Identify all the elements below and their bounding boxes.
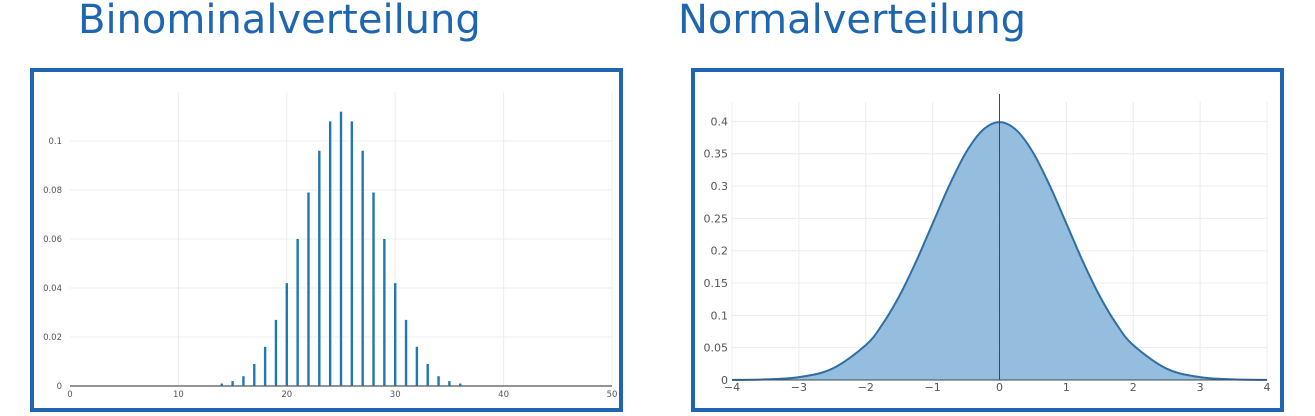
y-tick-label: 0.1: [48, 137, 62, 147]
y-tick-label: 0.35: [704, 148, 729, 161]
x-tick-label: 30: [390, 390, 401, 400]
x-tick-label: −1: [925, 381, 941, 394]
x-tick-label: 50: [607, 390, 618, 400]
x-tick-label: −4: [724, 381, 740, 394]
binomial-chart-title: Binominalverteilung: [78, 0, 481, 43]
x-tick-label: 3: [1197, 381, 1204, 394]
y-tick-label: 0.3: [711, 180, 729, 193]
y-tick-label: 0: [721, 374, 728, 387]
y-tick-label: 0.25: [704, 212, 729, 225]
y-tick-label: 0.4: [711, 115, 729, 128]
x-tick-label: 10: [173, 390, 184, 400]
y-tick-label: 0: [57, 382, 62, 392]
x-tick-label: 0: [996, 381, 1003, 394]
binomial-chart-panel: 0 0.02 0.04 0.06 0.08 0.1 0 10 20 30 40 50: [30, 68, 623, 412]
x-tick-label: 20: [281, 390, 292, 400]
y-tick-label: 0.2: [711, 245, 729, 258]
normal-chart: 0 0.05 0.1 0.15 0.2 0.25 0.3 0.35 0.4 −4 −3 −2 −1 0 1 2…: [704, 94, 1271, 394]
x-tick-label: −3: [791, 381, 807, 394]
y-tick-label: 0.06: [43, 235, 62, 245]
x-tick-label: 1: [1063, 381, 1070, 394]
y-tick-label: 0.05: [704, 342, 729, 355]
y-tick-label: 0.02: [43, 333, 62, 343]
x-tick-label: 40: [498, 390, 509, 400]
x-tick-label: −2: [858, 381, 874, 394]
y-tick-label: 0.08: [43, 186, 62, 196]
x-tick-label: 0: [67, 390, 72, 400]
x-tick-label: 2: [1130, 381, 1137, 394]
y-tick-label: 0.04: [43, 284, 62, 294]
y-tick-label: 0.15: [704, 277, 729, 290]
x-tick-label: 4: [1264, 381, 1271, 394]
normal-chart-panel: 0 0.05 0.1 0.15 0.2 0.25 0.3 0.35 0.4 −4 −3 −2 −1 0 1 2…: [691, 68, 1284, 412]
y-tick-label: 0.1: [711, 309, 729, 322]
normal-chart-title: Normalverteilung: [678, 0, 1027, 43]
binomial-chart: 0 0.02 0.04 0.06 0.08 0.1 0 10 20 30 40 50: [43, 92, 618, 400]
